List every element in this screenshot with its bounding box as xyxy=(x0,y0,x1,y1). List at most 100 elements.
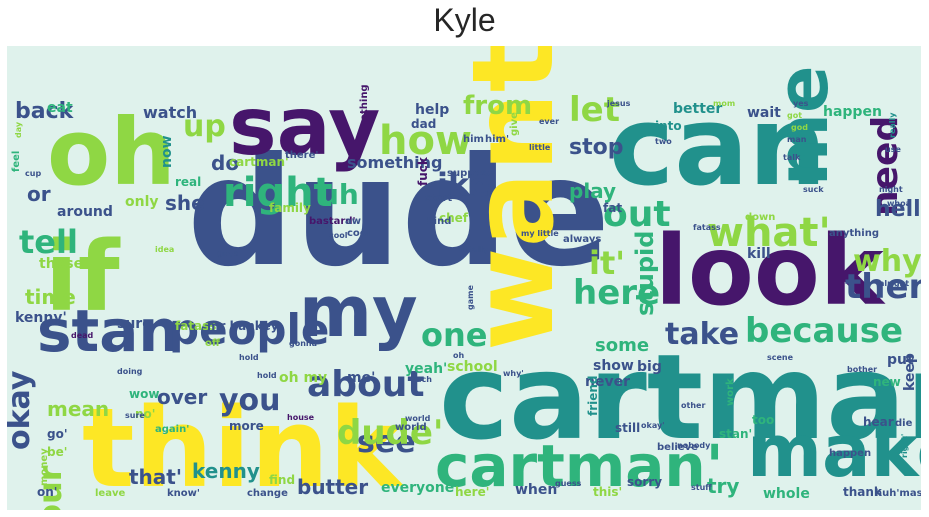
cloud-word: big xyxy=(637,359,662,375)
cloud-word: cool xyxy=(329,231,348,240)
cloud-word: tell xyxy=(19,223,78,261)
cloud-word: okay' xyxy=(641,421,665,430)
cloud-word: you xyxy=(219,383,281,418)
cloud-word: real xyxy=(175,175,201,189)
cloud-word: dead xyxy=(71,331,94,340)
cloud-word: dad xyxy=(411,117,436,131)
cloud-word: too xyxy=(752,413,774,427)
cloud-word: on' xyxy=(37,485,57,499)
cloud-word: bastard' xyxy=(309,216,356,227)
cloud-word: back xyxy=(15,99,75,124)
cloud-word: suppose xyxy=(447,168,494,179)
cloud-word: cup xyxy=(25,169,41,178)
cloud-word: cartman' xyxy=(435,432,723,500)
cloud-word: happen xyxy=(823,104,882,120)
cloud-word: world xyxy=(405,414,431,423)
cloud-word: dude xyxy=(187,126,610,300)
cloud-word: such xyxy=(411,375,432,384)
cloud-word: there' xyxy=(285,150,318,161)
cloud-word: never xyxy=(585,374,630,390)
cloud-word: guess xyxy=(555,479,582,488)
cloud-word: do xyxy=(211,151,239,175)
cloud-word: sure xyxy=(125,411,145,420)
cloud-word: stan' xyxy=(719,427,752,441)
cloud-word: idea xyxy=(155,245,174,254)
cloud-word: really xyxy=(888,112,897,138)
cloud-word: what' xyxy=(707,210,831,256)
cloud-word: fatass xyxy=(175,319,216,333)
cloud-word: talk xyxy=(783,153,801,162)
cloud-word: make xyxy=(747,409,921,493)
cloud-word: need xyxy=(865,116,906,216)
cloud-word: take xyxy=(665,317,739,352)
cloud-word: people xyxy=(169,305,329,354)
cloud-word: uh xyxy=(319,178,359,211)
cloud-word: over xyxy=(157,385,207,409)
cloud-word: stan xyxy=(37,297,180,365)
cloud-word: sorry xyxy=(627,475,662,489)
cloud-word: something xyxy=(347,153,442,172)
cloud-word: help xyxy=(415,102,449,118)
cloud-word: no' xyxy=(135,407,155,421)
cloud-word: cool xyxy=(347,228,370,239)
cloud-word: school xyxy=(447,359,498,375)
cloud-word: anything xyxy=(829,228,879,239)
cloud-word: dude' xyxy=(337,413,443,453)
cloud-word: mr hankey xyxy=(207,319,279,333)
cloud-word: my xyxy=(299,271,418,353)
cloud-word: or xyxy=(27,182,51,206)
cloud-word: can xyxy=(609,82,827,210)
cloud-word: it' xyxy=(589,244,625,282)
cloud-word: wow xyxy=(129,387,159,401)
cloud-word: yes xyxy=(793,99,809,108)
cloud-word: better xyxy=(673,101,722,117)
cloud-word: game xyxy=(466,285,475,310)
cloud-word: about xyxy=(307,364,425,405)
cloud-word: me' xyxy=(347,370,375,386)
cloud-word: why' xyxy=(503,369,524,378)
cloud-word: always xyxy=(563,234,601,245)
cloud-word: chef xyxy=(439,211,469,225)
cloud-word: work xyxy=(725,378,736,406)
cloud-word: nobody xyxy=(677,441,711,450)
cloud-word: thank xyxy=(843,485,883,499)
cloud-word: ever xyxy=(539,117,559,126)
cloud-word: sure xyxy=(117,316,152,332)
cloud-word: fuck xyxy=(416,156,430,186)
cloud-word: time xyxy=(25,285,76,309)
cloud-word: mean xyxy=(47,397,109,421)
cloud-word: eat xyxy=(47,100,73,116)
cloud-word: oh xyxy=(47,99,176,206)
cloud-word: this' xyxy=(593,485,622,499)
cloud-word: wait xyxy=(747,105,781,121)
cloud-word: show xyxy=(593,358,634,374)
cloud-word: everyone xyxy=(381,480,454,496)
cloud-word: scene xyxy=(767,353,794,362)
cloud-word: kind xyxy=(427,216,451,227)
cloud-word: more xyxy=(229,419,264,433)
cloud-word: she xyxy=(165,191,205,215)
cloud-word: because xyxy=(745,311,903,351)
cloud-word: house xyxy=(287,413,315,422)
cloud-word: my little xyxy=(521,229,559,238)
cloud-word: look xyxy=(655,215,886,327)
cloud-word: world xyxy=(395,422,427,433)
cloud-word: new xyxy=(873,375,901,389)
cloud-word: ike xyxy=(437,166,490,204)
cloud-word: hell xyxy=(875,197,921,222)
cloud-word: mom xyxy=(713,99,735,108)
cloud-word: die xyxy=(895,418,913,429)
cloud-word: here xyxy=(573,273,660,313)
cloud-word: whoa xyxy=(887,199,911,208)
cloud-word: stupid xyxy=(631,231,659,316)
cloud-word: oh xyxy=(453,351,464,360)
cloud-word: kenny xyxy=(192,459,260,483)
cloud-word: hold xyxy=(257,371,277,380)
cloud-word: him' xyxy=(485,134,509,145)
cloud-word: got xyxy=(787,111,802,120)
cloud-word: whole xyxy=(763,486,810,502)
cloud-word: say xyxy=(229,80,380,173)
cloud-word: let xyxy=(569,90,620,130)
cloud-word: find xyxy=(269,473,295,487)
